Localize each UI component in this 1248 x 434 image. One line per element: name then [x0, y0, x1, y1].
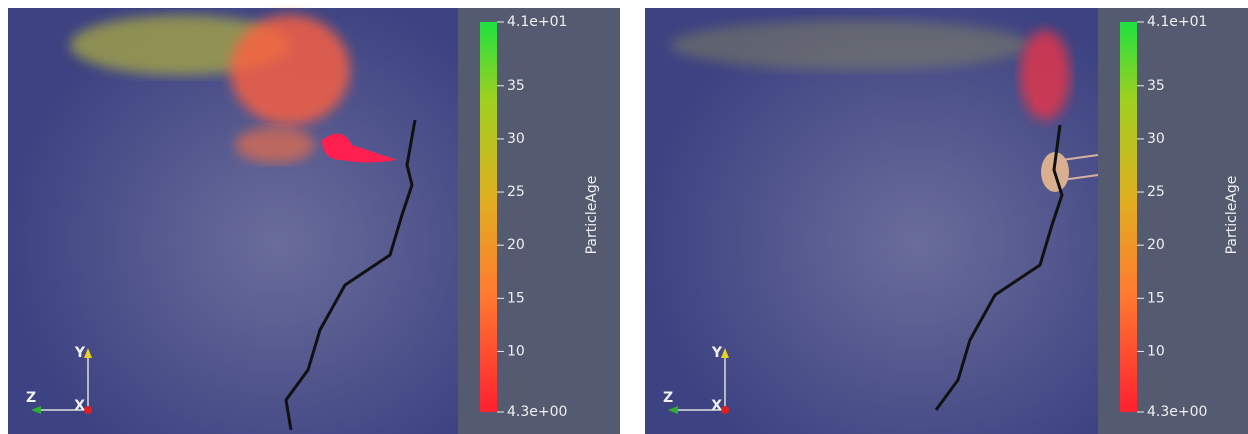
- screenshot: 4.1e+01 35 30 25 20 15 10 4.3e+00 ParticleAge Y Z X…: [0, 0, 1248, 434]
- colorbar: [480, 22, 497, 412]
- tick-label: 15: [1147, 290, 1165, 306]
- colorbar: [1120, 22, 1137, 412]
- axis-label: Z: [663, 390, 673, 406]
- colorbar-title: ParticleAge: [1224, 176, 1240, 255]
- particles: [670, 20, 1030, 70]
- tick-label: 20: [507, 237, 525, 253]
- axis-x: [721, 406, 729, 414]
- axis-label: Y: [711, 345, 723, 361]
- tick-label: 10: [507, 343, 525, 359]
- tick-label: 4.3e+00: [507, 404, 567, 420]
- tick-label: 35: [1147, 78, 1165, 94]
- tick-label: 4.1e+01: [1147, 14, 1207, 30]
- tick-label: 4.1e+01: [507, 14, 567, 30]
- tick-label: 10: [1147, 343, 1165, 359]
- particles: [1020, 30, 1070, 120]
- axis-label: Z: [26, 390, 36, 406]
- axis-label: Y: [74, 345, 86, 361]
- particles: [230, 15, 350, 125]
- tick-label: 20: [1147, 237, 1165, 253]
- axis-label: X: [711, 398, 722, 414]
- axis-label: X: [74, 398, 85, 414]
- tick-label: 25: [507, 184, 525, 200]
- axis-x: [84, 406, 92, 414]
- tick-label: 15: [507, 290, 525, 306]
- particles: [235, 127, 315, 163]
- tick-label: 30: [1147, 131, 1165, 147]
- tick-label: 25: [1147, 184, 1165, 200]
- tick-label: 35: [507, 78, 525, 94]
- colorbar-title: ParticleAge: [584, 176, 600, 255]
- tick-label: 4.3e+00: [1147, 404, 1207, 420]
- tick-label: 30: [507, 131, 525, 147]
